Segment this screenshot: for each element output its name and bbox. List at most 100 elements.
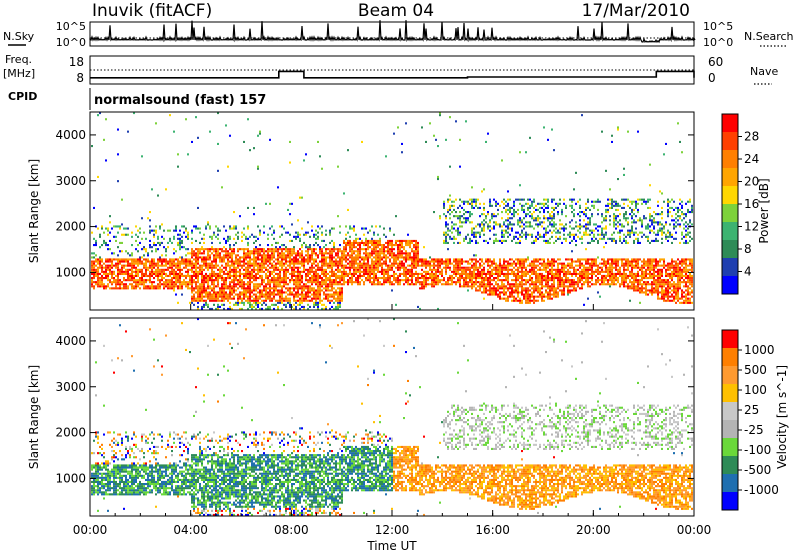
heatmap-cell <box>209 272 211 275</box>
heatmap-cell <box>555 274 557 277</box>
heatmap-cell <box>249 274 251 277</box>
heatmap-cell <box>191 301 193 304</box>
heatmap-cell <box>523 283 525 286</box>
heatmap-cell <box>429 260 431 263</box>
heatmap-cell <box>519 291 521 294</box>
heatmap-cell <box>419 272 421 275</box>
heatmap-cell <box>195 281 197 284</box>
heatmap-cell <box>213 264 215 267</box>
heatmap-cell <box>507 213 509 216</box>
heatmap-cell <box>425 277 427 280</box>
heatmap-cell <box>151 272 153 275</box>
heatmap-cell <box>541 202 543 205</box>
heatmap-cell <box>307 281 309 284</box>
heatmap-cell <box>205 264 207 267</box>
heatmap-cell <box>543 295 545 298</box>
heatmap-cell <box>525 289 527 292</box>
heatmap-cell <box>201 289 203 292</box>
heatmap-cell <box>269 262 271 265</box>
heatmap-cell <box>109 239 111 242</box>
heatmap-cell <box>289 140 291 143</box>
heatmap-cell <box>205 256 207 259</box>
heatmap-cell <box>247 241 249 244</box>
heatmap-cell <box>327 264 329 267</box>
heatmap-cell <box>483 281 485 284</box>
heatmap-cell <box>319 266 321 269</box>
heatmap-cell <box>309 289 311 292</box>
heatmap-cell <box>461 285 463 288</box>
heatmap-cell <box>333 293 335 296</box>
heatmap-cell <box>111 264 113 267</box>
heatmap-cell <box>339 291 341 294</box>
heatmap-cell <box>185 118 187 121</box>
heatmap-cell <box>539 217 541 220</box>
heatmap-cell <box>497 270 499 273</box>
heatmap-cell <box>393 264 395 267</box>
heatmap-cell <box>149 229 151 232</box>
heatmap-cell <box>305 254 307 257</box>
heatmap-cell <box>341 277 343 280</box>
heatmap-cell <box>219 272 221 275</box>
heatmap-cell <box>549 291 551 294</box>
heatmap-cell <box>351 264 353 267</box>
heatmap-cell <box>489 283 491 286</box>
heatmap-cell <box>245 291 247 294</box>
heatmap-cell <box>363 258 365 261</box>
heatmap-cell <box>493 198 495 201</box>
heatmap-cell <box>203 268 205 271</box>
heatmap-cell <box>273 237 275 240</box>
heatmap-cell <box>495 291 497 294</box>
heatmap-cell <box>367 258 369 261</box>
heatmap-cell <box>209 258 211 261</box>
heatmap-cell <box>433 260 435 263</box>
heatmap-cell <box>251 299 253 302</box>
heatmap-cell <box>511 289 513 292</box>
heatmap-cell <box>557 283 559 286</box>
heatmap-cell <box>315 277 317 280</box>
heatmap-cell <box>375 250 377 253</box>
heatmap-cell <box>445 264 447 267</box>
heatmap-cell <box>191 289 193 292</box>
heatmap-cell <box>301 297 303 300</box>
heatmap-cell <box>469 241 471 244</box>
heatmap-cell <box>283 297 285 300</box>
heatmap-cell <box>385 241 387 244</box>
heatmap-cell <box>499 260 501 263</box>
heatmap-cell <box>395 266 397 269</box>
heatmap-cell <box>293 235 295 238</box>
heatmap-cell <box>313 260 315 263</box>
heatmap-cell <box>443 204 445 207</box>
heatmap-cell <box>557 213 559 216</box>
heatmap-cell <box>311 270 313 273</box>
heatmap-cell <box>543 299 545 302</box>
heatmap-cell <box>113 252 115 255</box>
heatmap-cell <box>345 248 347 251</box>
heatmap-cell <box>471 233 473 236</box>
heatmap-cell <box>281 301 283 304</box>
heatmap-cell <box>541 287 543 290</box>
heatmap-cell <box>207 248 209 251</box>
heatmap-cell <box>535 289 537 292</box>
heatmap-cell <box>191 237 193 240</box>
heatmap-cell <box>417 260 419 263</box>
heatmap-cell <box>499 266 501 269</box>
heatmap-cell <box>233 287 235 290</box>
heatmap-cell <box>313 279 315 282</box>
heatmap-cell <box>487 262 489 265</box>
heatmap-cell <box>463 239 465 242</box>
heatmap-cell <box>273 285 275 288</box>
heatmap-cell <box>195 266 197 269</box>
heatmap-cell <box>541 285 543 288</box>
heatmap-cell <box>237 235 239 238</box>
heatmap-cell <box>535 270 537 273</box>
heatmap-cell <box>251 233 253 236</box>
heatmap-cell <box>497 285 499 288</box>
heatmap-cell <box>383 233 385 236</box>
heatmap-cell <box>453 272 455 275</box>
heatmap-cell <box>445 239 447 242</box>
heatmap-cell <box>415 248 417 251</box>
heatmap-cell <box>461 221 463 224</box>
heatmap-cell <box>473 268 475 271</box>
heatmap-cell <box>237 283 239 286</box>
heatmap-cell <box>141 248 143 251</box>
